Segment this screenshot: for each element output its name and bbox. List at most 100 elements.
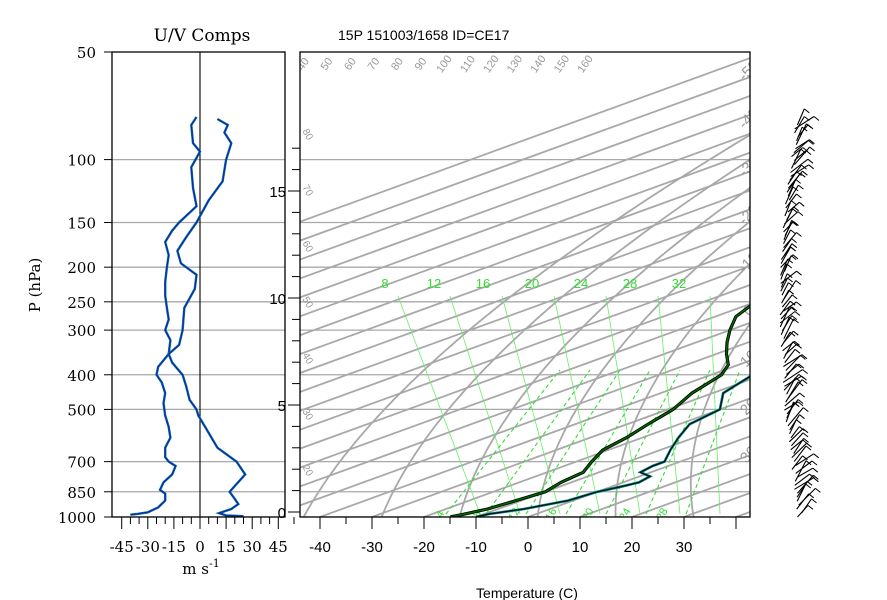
wind-barb xyxy=(790,164,809,177)
wind-barb-feather xyxy=(796,343,802,349)
wind-barb xyxy=(794,477,814,490)
isotherm-label: 10 xyxy=(737,347,761,371)
wind-barb-feather xyxy=(803,438,809,443)
wind-barb-feather xyxy=(793,221,799,226)
wind-barb xyxy=(783,232,797,249)
isotherm xyxy=(371,378,750,517)
dry-adiabat-label: 70 xyxy=(366,56,383,73)
uv-x-tick-label: 30 xyxy=(243,538,262,556)
isotherm-label: 20 xyxy=(737,395,761,419)
wind-barb-feather xyxy=(811,498,817,504)
isotherm xyxy=(300,151,750,318)
isotherm xyxy=(300,170,750,337)
wind-barb-feather xyxy=(795,179,802,184)
wind-barb xyxy=(780,246,792,264)
mixing-ratio-line xyxy=(449,295,521,515)
pressure-tick-label: 150 xyxy=(67,215,96,233)
moist-adiabat-line xyxy=(645,369,711,515)
v-component-shadow xyxy=(167,117,247,517)
mixing-ratio-line xyxy=(553,295,601,515)
moist-adiabat-line xyxy=(685,369,741,515)
left-edge-label: 60 xyxy=(300,239,315,255)
wind-barb-feather xyxy=(794,311,801,316)
wind-barb xyxy=(786,363,800,375)
wind-barb-feather xyxy=(799,426,805,431)
isotherm xyxy=(300,132,750,299)
wind-barb xyxy=(801,498,812,514)
wind-barb xyxy=(793,445,807,462)
wind-barb-feather xyxy=(788,282,794,287)
uv-x-axis-label: m s-1 xyxy=(182,557,219,578)
dewpoint-profile xyxy=(450,305,750,517)
wind-barb-feather xyxy=(799,392,806,398)
wind-barb-feather xyxy=(812,474,819,480)
dry-adiabat xyxy=(831,52,887,525)
wind-barb-feather xyxy=(796,301,802,307)
wind-barb-feather xyxy=(813,477,819,483)
wind-barb-feather xyxy=(795,377,801,383)
wind-barb-feather xyxy=(802,455,808,461)
wind-barb xyxy=(783,243,793,256)
height-tick-label: 10 xyxy=(269,291,286,308)
wind-barb xyxy=(784,211,799,225)
wind-barb-feather xyxy=(796,232,802,237)
wind-barb-feather xyxy=(797,381,804,387)
mixing-ratio-label: 32 xyxy=(672,276,686,291)
dry-adiabat xyxy=(302,133,750,517)
dry-adiabat xyxy=(536,220,750,517)
isotherm xyxy=(423,397,750,517)
pressure-tick-label: 1000 xyxy=(58,509,96,527)
wind-barb-feather xyxy=(807,158,814,164)
dry-adiabat-label: 100 xyxy=(434,53,454,75)
dry-adiabat-label: 40 xyxy=(295,56,312,73)
wind-barb xyxy=(783,330,794,344)
wind-barb-feather xyxy=(795,419,802,425)
isotherm xyxy=(475,416,750,517)
pressure-tick-label: 300 xyxy=(67,322,96,340)
wind-barb xyxy=(790,426,800,439)
height-axis: 0 5 10 15 xyxy=(269,147,300,522)
dry-adiabat xyxy=(614,262,750,517)
left-edge-label: 50 xyxy=(300,295,315,311)
wind-barb xyxy=(784,401,799,411)
uv-wind-profiles xyxy=(130,116,247,517)
height-tick-label: 5 xyxy=(278,398,286,415)
dry-adiabat-label: 140 xyxy=(528,53,548,75)
wind-barb xyxy=(794,116,815,130)
wind-barb-feather xyxy=(802,170,808,176)
wind-barb-feather xyxy=(798,363,805,369)
moist-adiabat-line xyxy=(445,369,561,515)
wind-barb xyxy=(781,294,793,308)
wind-barb-feather xyxy=(789,305,796,311)
uv-panel-title: U/V Comps xyxy=(154,26,251,46)
left-edge-label: 80 xyxy=(300,127,315,143)
wind-barb xyxy=(780,277,789,292)
wind-barb-feather xyxy=(802,369,808,374)
wind-barb xyxy=(790,432,804,447)
dry-adiabat-label: 150 xyxy=(552,53,572,75)
temperature-tick-label: -20 xyxy=(413,539,435,556)
height-tick-label: 15 xyxy=(269,184,286,201)
wind-barb-feather xyxy=(786,273,793,279)
wind-barb-column xyxy=(779,108,821,518)
mixing-ratio-label: 24 xyxy=(574,276,588,291)
wind-barb xyxy=(787,379,803,399)
wind-barb-feather xyxy=(802,428,809,434)
wind-barb-feather xyxy=(800,355,806,360)
wind-barb-feather xyxy=(808,164,815,170)
wind-barb xyxy=(779,300,791,316)
wind-barb xyxy=(786,399,799,415)
wind-barb-feather xyxy=(791,243,798,249)
wind-barb xyxy=(780,263,788,280)
wind-barb-feather xyxy=(811,460,818,466)
wind-barb xyxy=(780,306,793,320)
wind-barb-feather xyxy=(792,330,799,336)
wind-barb xyxy=(794,473,810,486)
wind-barb xyxy=(783,341,794,359)
wind-barb-feather xyxy=(799,172,806,178)
temperature-axis: -40 -30 -20 -10 0 10 20 30 xyxy=(293,517,737,556)
wind-barb-feather xyxy=(807,505,814,510)
wind-barb-feather xyxy=(801,375,807,381)
uv-components-panel: U/V Comps 100085070050040030025020015010… xyxy=(26,26,288,578)
